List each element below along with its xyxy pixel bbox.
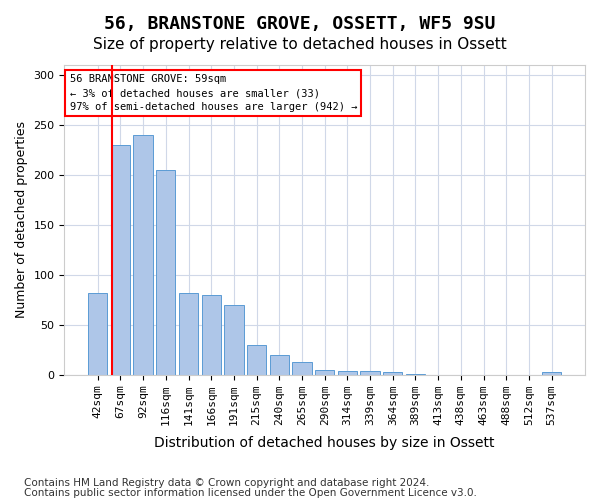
Y-axis label: Number of detached properties: Number of detached properties <box>15 122 28 318</box>
Bar <box>315 370 334 374</box>
Bar <box>247 344 266 374</box>
Bar <box>361 370 380 374</box>
Text: Contains HM Land Registry data © Crown copyright and database right 2024.: Contains HM Land Registry data © Crown c… <box>24 478 430 488</box>
Bar <box>269 354 289 374</box>
Bar <box>292 362 311 374</box>
Bar <box>156 170 175 374</box>
Bar <box>383 372 403 374</box>
Bar <box>202 295 221 374</box>
Text: 56, BRANSTONE GROVE, OSSETT, WF5 9SU: 56, BRANSTONE GROVE, OSSETT, WF5 9SU <box>104 15 496 33</box>
Bar <box>133 135 153 374</box>
Bar <box>542 372 562 374</box>
Bar <box>111 145 130 374</box>
Text: Size of property relative to detached houses in Ossett: Size of property relative to detached ho… <box>93 38 507 52</box>
Bar <box>224 304 244 374</box>
Bar <box>338 370 357 374</box>
Text: 56 BRANSTONE GROVE: 59sqm
← 3% of detached houses are smaller (33)
97% of semi-d: 56 BRANSTONE GROVE: 59sqm ← 3% of detach… <box>70 74 357 112</box>
Text: Contains public sector information licensed under the Open Government Licence v3: Contains public sector information licen… <box>24 488 477 498</box>
Bar <box>179 293 198 374</box>
X-axis label: Distribution of detached houses by size in Ossett: Distribution of detached houses by size … <box>154 436 495 450</box>
Bar <box>88 293 107 374</box>
